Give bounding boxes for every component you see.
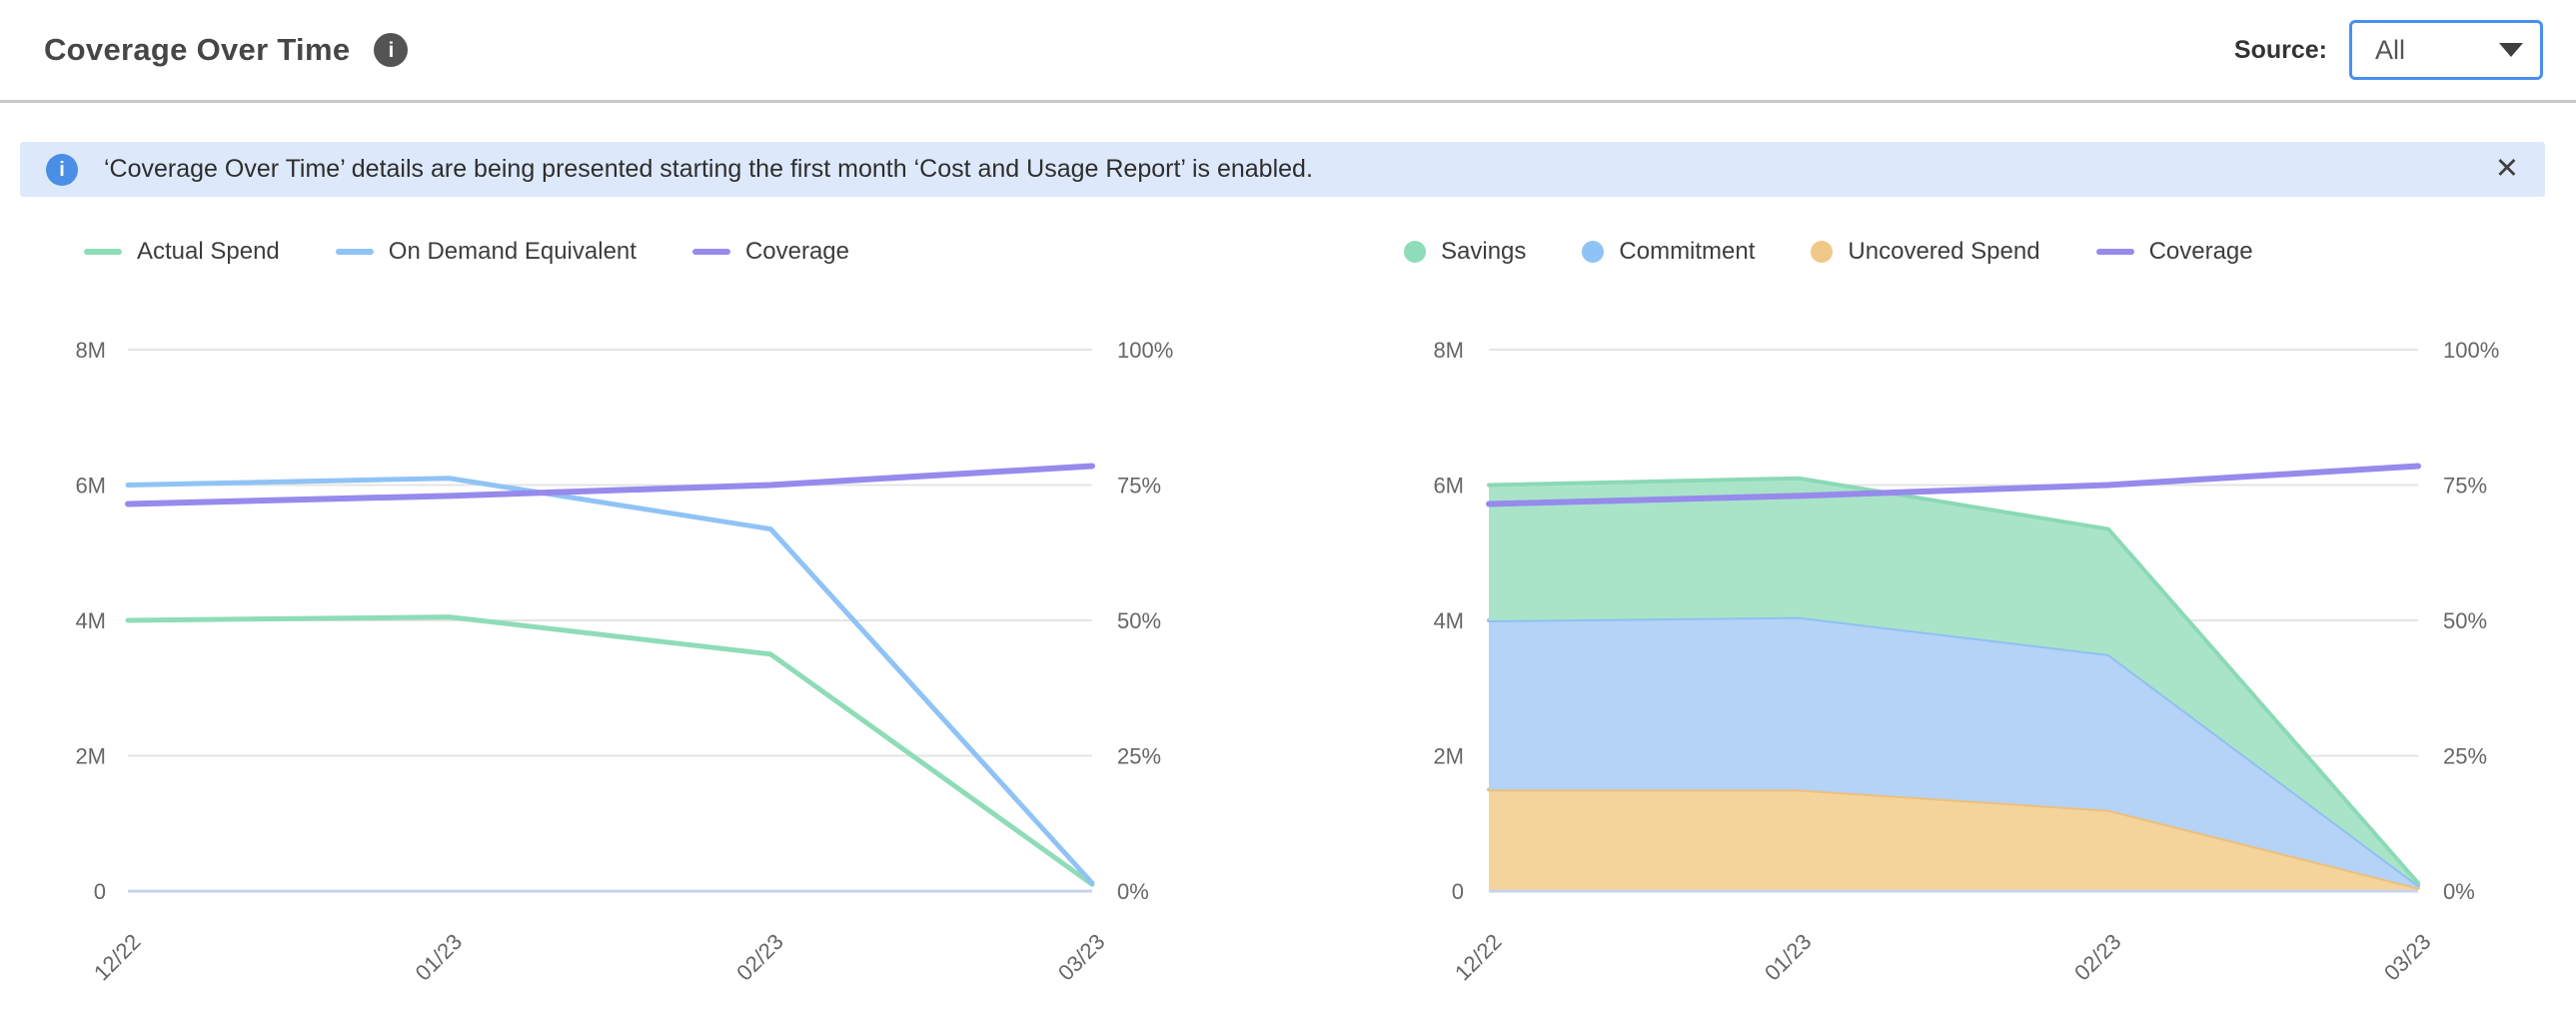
y2-axis-tick: 0% [1117, 879, 1149, 904]
y2-axis-tick: 50% [1117, 608, 1161, 633]
y2-axis-tick: 25% [1117, 744, 1161, 769]
legend-label: Actual Spend [137, 238, 280, 265]
legend-dot-swatch [1582, 241, 1605, 263]
source-dropdown[interactable]: All [2349, 20, 2543, 80]
y-axis-tick: 2M [75, 744, 106, 769]
y-axis-tick: 6M [1433, 474, 1464, 499]
spend-line-chart: Actual Spend On Demand Equivalent Coverage… [28, 224, 1242, 997]
y-axis-tick: 8M [1433, 338, 1464, 363]
banner-text: ‘Coverage Over Time’ details are being p… [104, 155, 1313, 183]
source-label: Source: [2233, 35, 2327, 64]
series-on-demand-equivalent [125, 476, 1095, 886]
page-title: Coverage Over Time [44, 32, 351, 67]
x-axis-tick: 12/22 [1450, 929, 1507, 986]
coverage-area-chart: Savings Commitment Uncovered Spend Coverage… [1384, 224, 2568, 997]
y-axis-tick: 8M [75, 338, 106, 363]
source-dropdown-value: All [2375, 34, 2406, 65]
legend-item-on-demand-equivalent[interactable]: On Demand Equivalent [335, 238, 637, 266]
line-chart-plot: 8M 6M 4M 2M 0 100% 75% 50% 25% 0% 12/22 01/23 02/23 0… [75, 338, 1173, 986]
legend-dot-swatch [1811, 241, 1834, 263]
x-axis-tick: 01/23 [411, 929, 468, 986]
x-axis-tick: 02/23 [731, 929, 788, 986]
x-axis-tick: 02/23 [2069, 929, 2126, 986]
legend-label: Commitment [1619, 238, 1756, 265]
info-icon[interactable]: i [374, 33, 409, 67]
legend-item-commitment[interactable]: Commitment [1582, 238, 1755, 266]
y2-axis-tick: 25% [2443, 744, 2487, 769]
x-axis-tick: 03/23 [1053, 929, 1110, 986]
line-chart-legend: Actual Spend On Demand Equivalent Coverage [28, 224, 1242, 280]
legend-dash-swatch [335, 249, 374, 255]
title-wrap: Coverage Over Time i [44, 32, 409, 68]
legend-item-actual-spend[interactable]: Actual Spend [84, 238, 280, 266]
area-savings [1489, 478, 2418, 885]
info-banner: i ‘Coverage Over Time’ details are being… [20, 142, 2545, 197]
legend-label: Uncovered Spend [1848, 238, 2040, 265]
area-chart-legend: Savings Commitment Uncovered Spend Coverage [1384, 224, 2568, 280]
y2-axis-tick: 50% [2443, 608, 2487, 633]
info-icon-glyph: i [388, 38, 395, 62]
source-control: Source: All [2234, 20, 2543, 80]
legend-dash-swatch [84, 249, 122, 255]
area-edge-savings [1487, 476, 2420, 885]
chevron-down-icon [2499, 43, 2523, 57]
y2-axis-tick: 75% [1117, 474, 1161, 499]
legend-item-coverage[interactable]: Coverage [2095, 238, 2253, 266]
y-axis-tick: 4M [1433, 608, 1464, 633]
x-axis-tick: 01/23 [1760, 929, 1817, 986]
area-chart-plot: 8M 6M 4M 2M 0 100% 75% 50% 25% 0% 12/22 01/23 02/23 0… [1433, 338, 2499, 986]
y2-axis-tick: 75% [2443, 474, 2487, 499]
legend-dash-swatch [2095, 249, 2134, 255]
area-commitment [1489, 616, 2418, 888]
y2-axis-tick: 100% [2443, 338, 2499, 363]
series-coverage [1486, 463, 2421, 508]
area-uncovered-spend [1489, 789, 2418, 891]
banner-info-icon: i [46, 153, 78, 186]
y-axis-tick: 4M [75, 608, 106, 633]
panel-header: Coverage Over Time i Source: All [0, 0, 2576, 100]
y-axis-tick: 0 [94, 879, 106, 904]
close-icon[interactable]: ✕ [2494, 153, 2519, 185]
banner-info-icon-glyph: i [59, 158, 65, 181]
series-coverage [125, 463, 1095, 508]
area-edge-commitment [1487, 614, 2420, 887]
legend-item-savings[interactable]: Savings [1404, 238, 1526, 266]
legend-item-uncovered-spend[interactable]: Uncovered Spend [1811, 238, 2040, 266]
y2-axis-tick: 0% [2443, 879, 2475, 904]
y-axis-tick: 0 [1452, 879, 1464, 904]
x-axis-tick: 03/23 [2379, 929, 2436, 986]
legend-label: On Demand Equivalent [388, 238, 637, 265]
y-axis-tick: 2M [1433, 744, 1464, 769]
legend-dot-swatch [1404, 241, 1426, 263]
header-divider [0, 100, 2576, 103]
legend-label: Savings [1441, 238, 1527, 265]
y-axis-tick: 6M [75, 474, 106, 499]
x-axis-tick: 12/22 [89, 929, 146, 986]
series-actual-spend [125, 614, 1095, 887]
y2-axis-tick: 100% [1117, 338, 1173, 363]
legend-item-coverage[interactable]: Coverage [691, 238, 849, 266]
legend-label: Coverage [2148, 238, 2253, 265]
legend-dash-swatch [691, 249, 730, 255]
legend-label: Coverage [744, 238, 849, 265]
